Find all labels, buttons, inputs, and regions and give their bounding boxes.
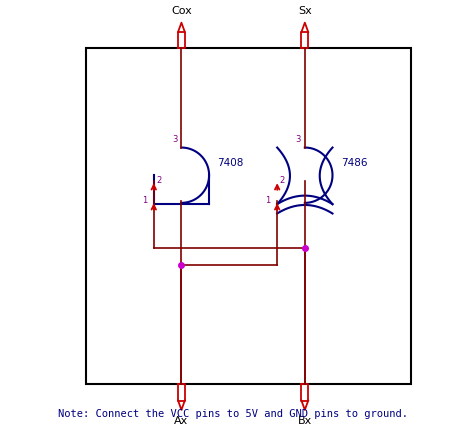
Text: 7408: 7408: [218, 158, 244, 168]
Text: 3: 3: [173, 135, 178, 144]
Text: 7486: 7486: [341, 158, 367, 168]
Text: 1: 1: [142, 196, 147, 205]
Text: 3: 3: [296, 135, 301, 144]
Text: Bx: Bx: [298, 416, 312, 426]
Text: Ax: Ax: [174, 416, 189, 426]
Text: Cox: Cox: [171, 6, 192, 16]
Text: 2: 2: [279, 176, 285, 185]
Text: 2: 2: [156, 176, 161, 185]
Text: Sx: Sx: [298, 6, 312, 16]
Text: 1: 1: [265, 196, 271, 205]
Text: Note: Connect the VCC pins to 5V and GND pins to ground.: Note: Connect the VCC pins to 5V and GND…: [58, 409, 407, 419]
